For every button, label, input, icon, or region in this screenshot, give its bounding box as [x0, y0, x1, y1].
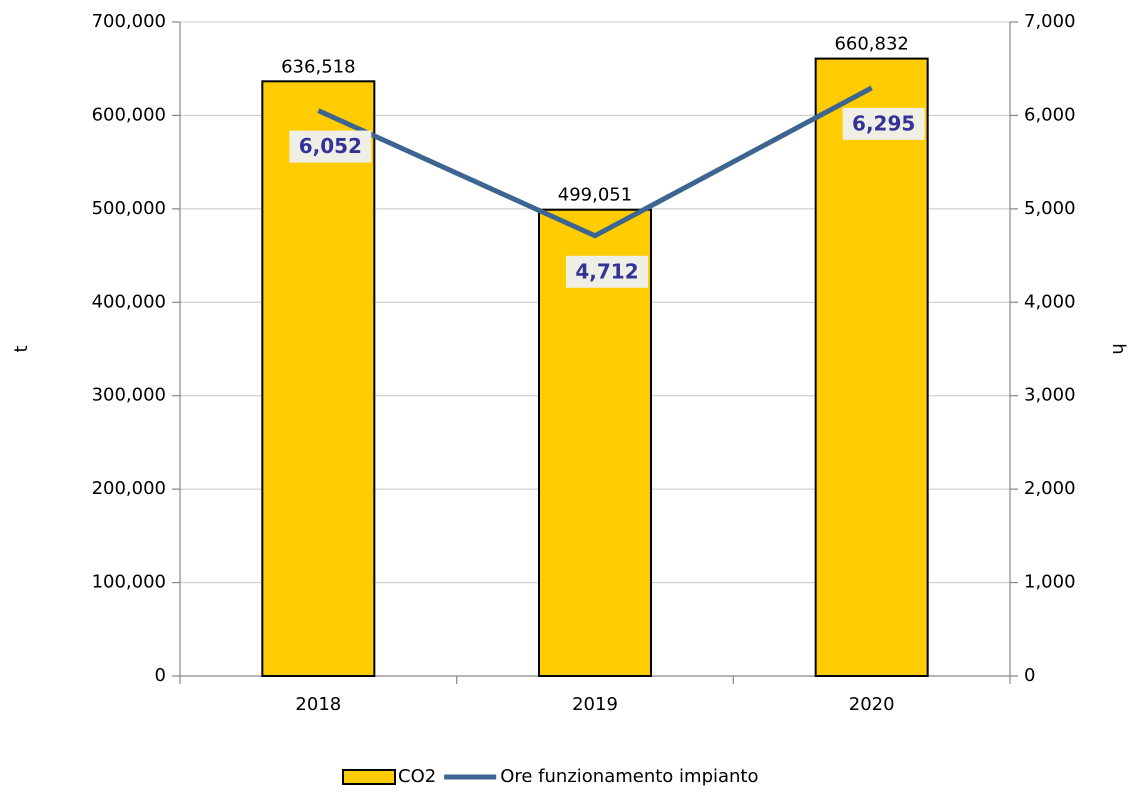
bar-value-label: 660,832 [834, 34, 908, 55]
y2-axis-title: h [1108, 343, 1129, 354]
y-tick-label: 200,000 [92, 478, 166, 499]
y-tick-label: 300,000 [92, 385, 166, 406]
line-value-label: 6,052 [299, 134, 362, 158]
legend-label: CO2 [398, 766, 436, 787]
y-tick-label: 100,000 [92, 572, 166, 593]
bar [814, 57, 929, 677]
y-tick-label: 0 [155, 665, 166, 686]
x-tick-label: 2019 [572, 694, 618, 715]
x-tick-label: 2020 [849, 694, 895, 715]
bar-value-label: 636,518 [281, 56, 355, 77]
y-tick-label: 700,000 [92, 11, 166, 32]
y-tick-label: 400,000 [92, 291, 166, 312]
y-tick-label: 600,000 [92, 104, 166, 125]
y2-tick-label: 4,000 [1024, 291, 1076, 312]
x-tick-label: 2018 [295, 694, 341, 715]
line-value-label: 4,712 [575, 259, 638, 283]
line-label-box [289, 130, 372, 163]
y2-tick-label: 2,000 [1024, 478, 1076, 499]
y2-tick-label: 6,000 [1024, 104, 1076, 125]
y2-tick-label: 0 [1024, 665, 1035, 686]
bar [261, 80, 376, 678]
y2-tick-label: 1,000 [1024, 572, 1076, 593]
bar-value-label: 499,051 [558, 185, 632, 206]
y-axis-title: t [11, 345, 32, 352]
legend-swatch [342, 769, 396, 785]
line-label-box [566, 255, 648, 288]
line-label-box [842, 107, 925, 140]
line [317, 85, 873, 239]
line-value-label: 6,295 [852, 111, 915, 135]
y2-tick-label: 7,000 [1024, 11, 1076, 32]
y-tick-label: 500,000 [92, 198, 166, 219]
y2-tick-label: 3,000 [1024, 385, 1076, 406]
legend-label: Ore funzionamento impianto [500, 766, 758, 787]
y2-tick-label: 5,000 [1024, 198, 1076, 219]
